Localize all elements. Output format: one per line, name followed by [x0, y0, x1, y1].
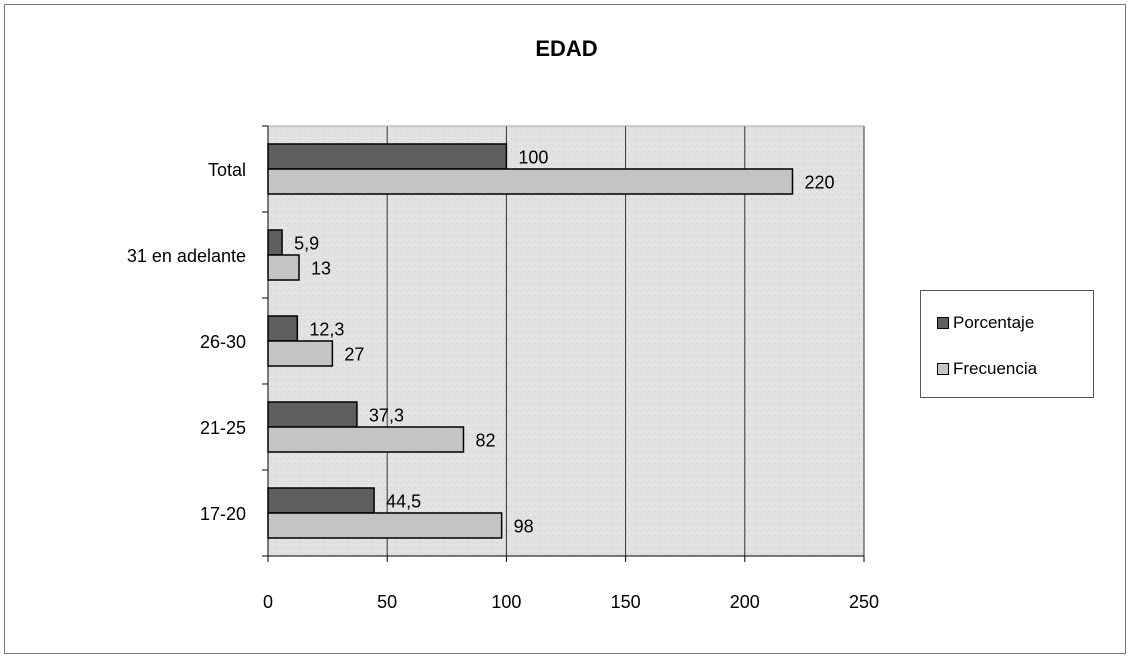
bar-porcentaje	[267, 315, 299, 342]
bar-frecuencia	[267, 340, 334, 367]
data-label: 37,3	[369, 406, 404, 426]
x-tick-label: 200	[730, 592, 760, 612]
bar-frecuencia	[267, 168, 794, 195]
legend-swatch-frecuencia	[937, 363, 949, 375]
x-tick-label: 0	[263, 592, 273, 612]
x-tick-label: 150	[611, 592, 641, 612]
y-tick-label: 26-30	[200, 332, 246, 352]
bar-porcentaje	[267, 229, 283, 256]
bar-frecuencia	[267, 254, 300, 281]
x-tick-label: 250	[849, 592, 879, 612]
legend: Porcentaje Frecuencia	[920, 290, 1094, 398]
legend-label-frecuencia: Frecuencia	[953, 359, 1038, 378]
data-label: 27	[344, 345, 364, 365]
data-label: 220	[804, 173, 834, 193]
plot-area	[268, 126, 864, 556]
data-label: 82	[475, 431, 495, 451]
data-label: 100	[518, 148, 548, 168]
data-label: 98	[514, 517, 534, 537]
data-label: 12,3	[309, 320, 344, 340]
legend-swatch-porcentaje	[937, 317, 949, 329]
x-tick-label: 100	[491, 592, 521, 612]
bar-frecuencia	[267, 512, 503, 539]
legend-item-porcentaje: Porcentaje	[937, 313, 1034, 333]
x-tick-label: 50	[377, 592, 397, 612]
bar-porcentaje	[267, 143, 508, 170]
y-tick-label: 31 en adelante	[127, 246, 246, 266]
data-label: 5,9	[294, 234, 319, 254]
chart-title: EDAD	[535, 36, 598, 61]
y-tick-label: 21-25	[200, 418, 246, 438]
legend-label-porcentaje: Porcentaje	[953, 313, 1035, 332]
data-label: 44,5	[386, 492, 421, 512]
bar-frecuencia	[267, 426, 465, 453]
legend-item-frecuencia: Frecuencia	[937, 359, 1037, 379]
bar-porcentaje	[267, 487, 375, 514]
bar-porcentaje	[267, 401, 358, 428]
y-tick-label: 17-20	[200, 504, 246, 524]
y-tick-label: Total	[208, 160, 246, 180]
data-label: 13	[311, 259, 331, 279]
